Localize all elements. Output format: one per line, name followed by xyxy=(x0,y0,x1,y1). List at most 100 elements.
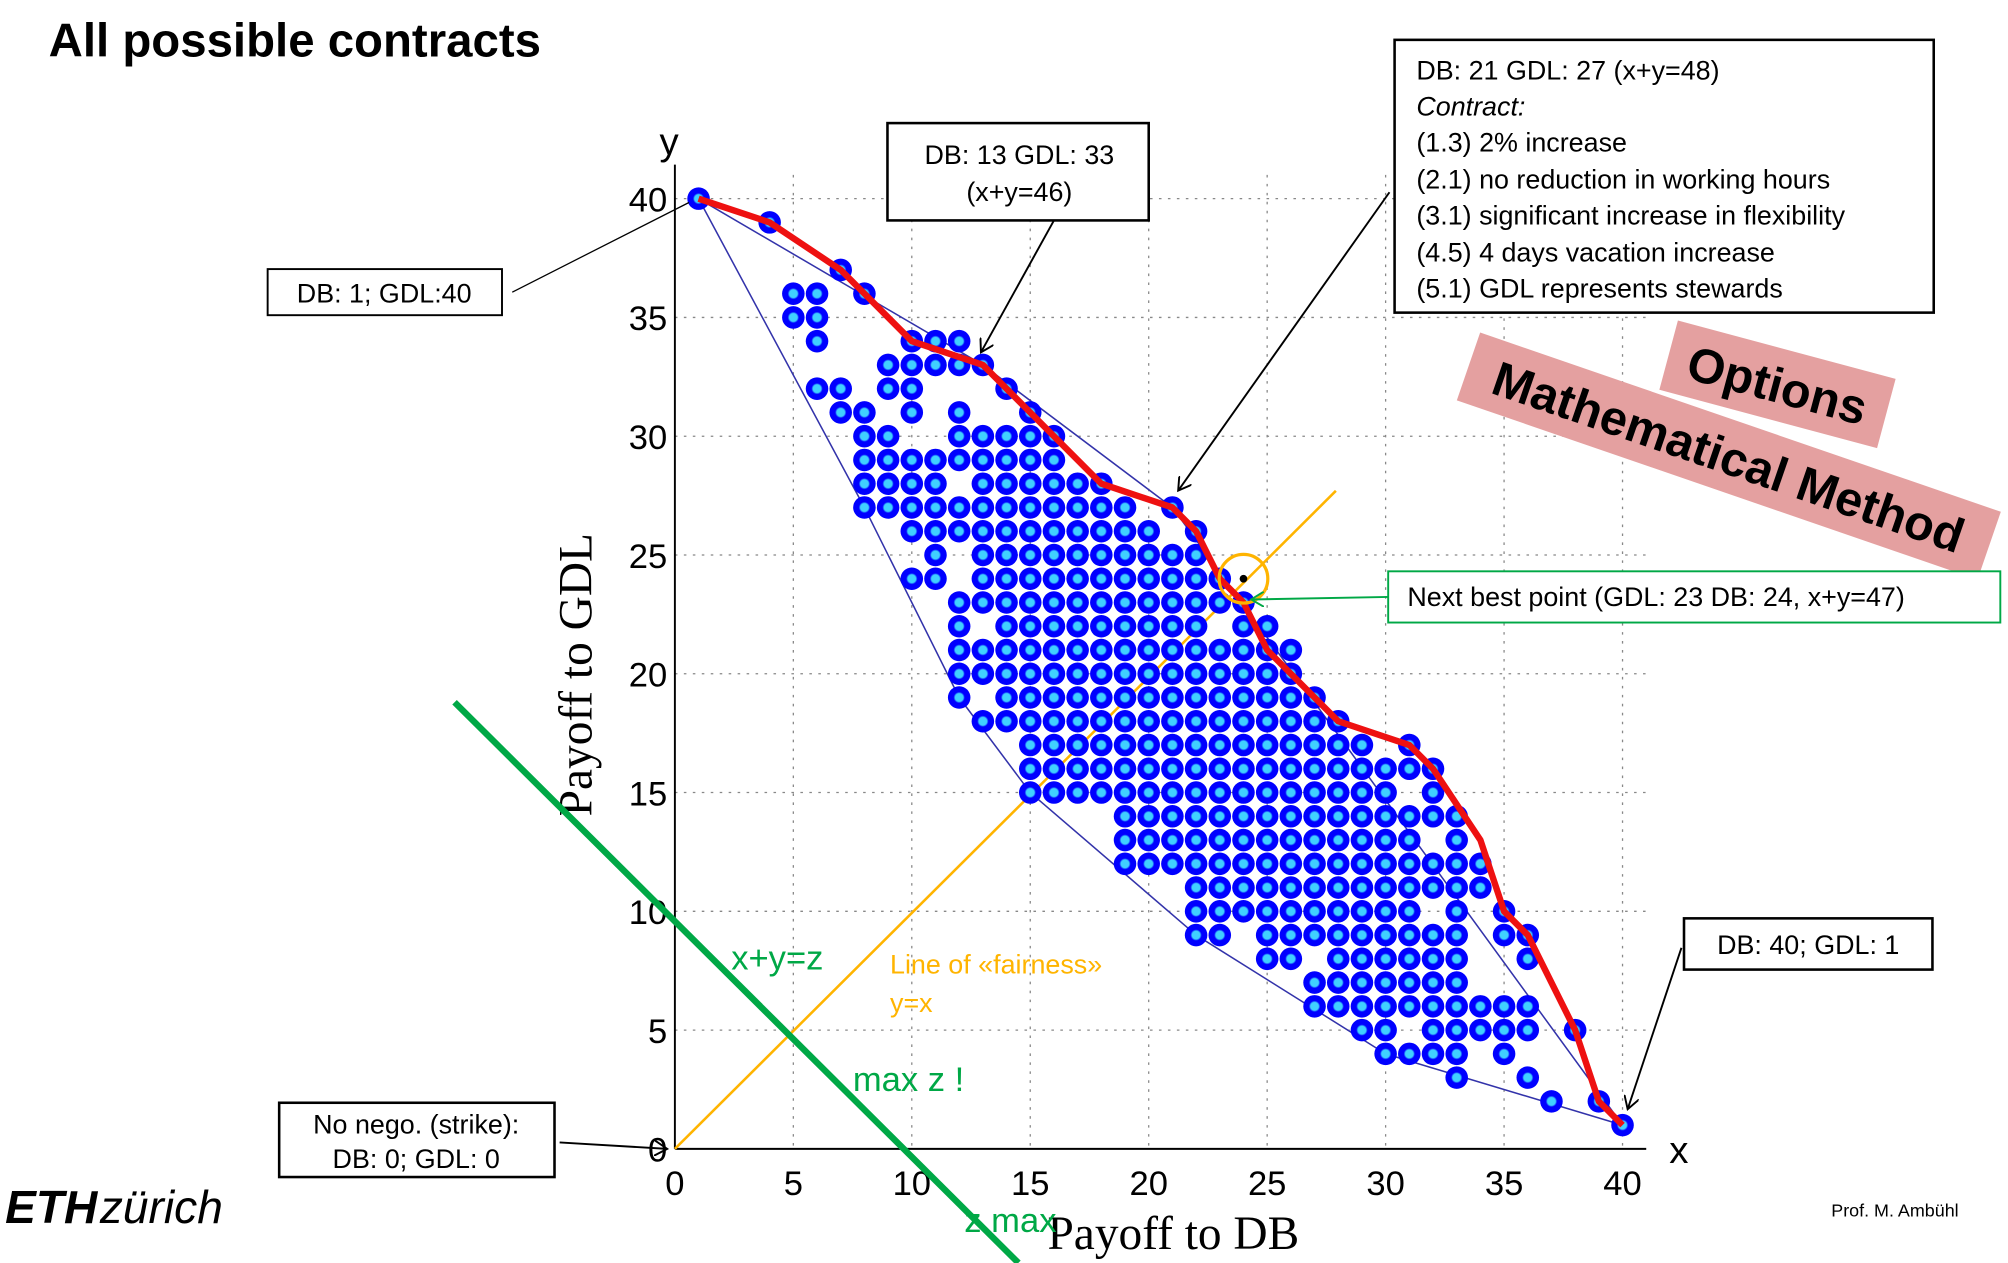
contract-point xyxy=(1184,686,1208,709)
author: Prof. M. Ambühl xyxy=(1831,1201,1958,1221)
logo: ETH xyxy=(5,1181,99,1233)
contract-point xyxy=(1137,591,1160,614)
highlight-dot xyxy=(1239,574,1248,583)
contract-point xyxy=(876,424,900,448)
contract-point xyxy=(1374,900,1397,923)
contract-point xyxy=(1161,733,1184,757)
contract-point xyxy=(971,662,995,686)
contract-point xyxy=(1208,805,1232,828)
contract-point xyxy=(947,519,971,543)
contract-point xyxy=(1113,733,1137,757)
annotation: x+y=z xyxy=(731,940,823,978)
contract-point xyxy=(1350,805,1374,828)
contract-point xyxy=(1208,923,1232,947)
x-tick-label: 0 xyxy=(665,1165,684,1203)
contract-point xyxy=(1350,923,1374,947)
arrow xyxy=(559,1142,668,1148)
contract-point xyxy=(1279,757,1303,781)
contract-point xyxy=(1208,710,1232,733)
contract-point xyxy=(1469,876,1492,899)
contract-point xyxy=(1208,757,1232,781)
contract-point xyxy=(1090,757,1113,781)
contract-point xyxy=(1018,757,1042,781)
contract-point xyxy=(995,472,1018,495)
contract-point xyxy=(1184,781,1208,804)
contract-point xyxy=(1374,1018,1397,1042)
contract-point xyxy=(900,472,924,495)
contract-point xyxy=(1137,805,1160,828)
contract-point xyxy=(1113,686,1137,709)
contract-point xyxy=(1208,662,1232,686)
contract-point xyxy=(900,401,924,424)
stamp-bg xyxy=(1456,332,2001,580)
contract-point xyxy=(1398,852,1421,876)
axis-letter: y xyxy=(660,120,680,163)
contract-point xyxy=(853,448,876,472)
contract-point xyxy=(971,591,995,614)
contract-point xyxy=(1445,852,1468,876)
contract-point xyxy=(1113,591,1137,614)
contract-point xyxy=(1066,686,1089,709)
contract-point xyxy=(1445,1066,1468,1089)
contract-point xyxy=(1018,519,1042,543)
contract-point xyxy=(876,377,900,400)
contract-point xyxy=(805,306,829,329)
contract-point xyxy=(853,472,876,495)
contract-point xyxy=(853,401,876,424)
contract-point xyxy=(1184,876,1208,899)
highlight-ring xyxy=(1217,552,1270,605)
annotation: z max xyxy=(964,1202,1056,1240)
x-tick-label: 30 xyxy=(1366,1165,1404,1203)
contract-point xyxy=(995,638,1018,662)
contract-point xyxy=(995,424,1018,448)
contract-point xyxy=(1137,567,1160,591)
contract-point xyxy=(1232,686,1255,709)
contract-point xyxy=(1208,638,1232,662)
contract-point xyxy=(1161,591,1184,614)
annotation: Contract: xyxy=(1416,91,1525,121)
contract-point xyxy=(1279,733,1303,757)
contract-point xyxy=(1208,828,1232,852)
contract-point xyxy=(1374,828,1397,852)
annotation: y=x xyxy=(890,988,933,1018)
contract-point xyxy=(1255,662,1279,686)
axis-letter: x xyxy=(1669,1129,1688,1172)
annotation: (5.1) GDL represents stewards xyxy=(1416,273,1782,303)
contract-point xyxy=(971,496,995,519)
contract-point xyxy=(1066,710,1089,733)
contract-point xyxy=(1018,448,1042,472)
contract-point xyxy=(1516,1066,1540,1089)
contract-point xyxy=(1184,591,1208,614)
y-tick-label: 25 xyxy=(629,538,667,576)
contract-point xyxy=(1208,733,1232,757)
contract-point xyxy=(1184,567,1208,591)
contract-point xyxy=(853,496,876,519)
contract-point xyxy=(1066,496,1089,519)
box xyxy=(1682,917,1934,971)
contract-point xyxy=(1469,1018,1492,1042)
contract-point xyxy=(1326,876,1350,899)
contract-point xyxy=(1066,757,1089,781)
annotation: max z ! xyxy=(853,1061,964,1099)
contract-point xyxy=(971,448,995,472)
contract-point xyxy=(1326,947,1350,971)
contract-point xyxy=(947,662,971,686)
contract-point xyxy=(1279,900,1303,923)
contract-point xyxy=(1398,971,1421,994)
contract-point xyxy=(1184,828,1208,852)
contract-point xyxy=(1492,1018,1516,1042)
contract-point xyxy=(1232,828,1255,852)
contract-point xyxy=(971,424,995,448)
x-tick-label: 20 xyxy=(1129,1165,1167,1203)
contract-point xyxy=(1113,710,1137,733)
contract-point xyxy=(1232,805,1255,828)
contract-point xyxy=(971,710,995,733)
contract-point xyxy=(1326,852,1350,876)
contract-point xyxy=(1090,567,1113,591)
contract-point xyxy=(1018,638,1042,662)
contract-point xyxy=(947,448,971,472)
contract-point xyxy=(1445,971,1468,994)
annotation: (1.3) 2% increase xyxy=(1416,127,1627,157)
contract-point xyxy=(1184,662,1208,686)
